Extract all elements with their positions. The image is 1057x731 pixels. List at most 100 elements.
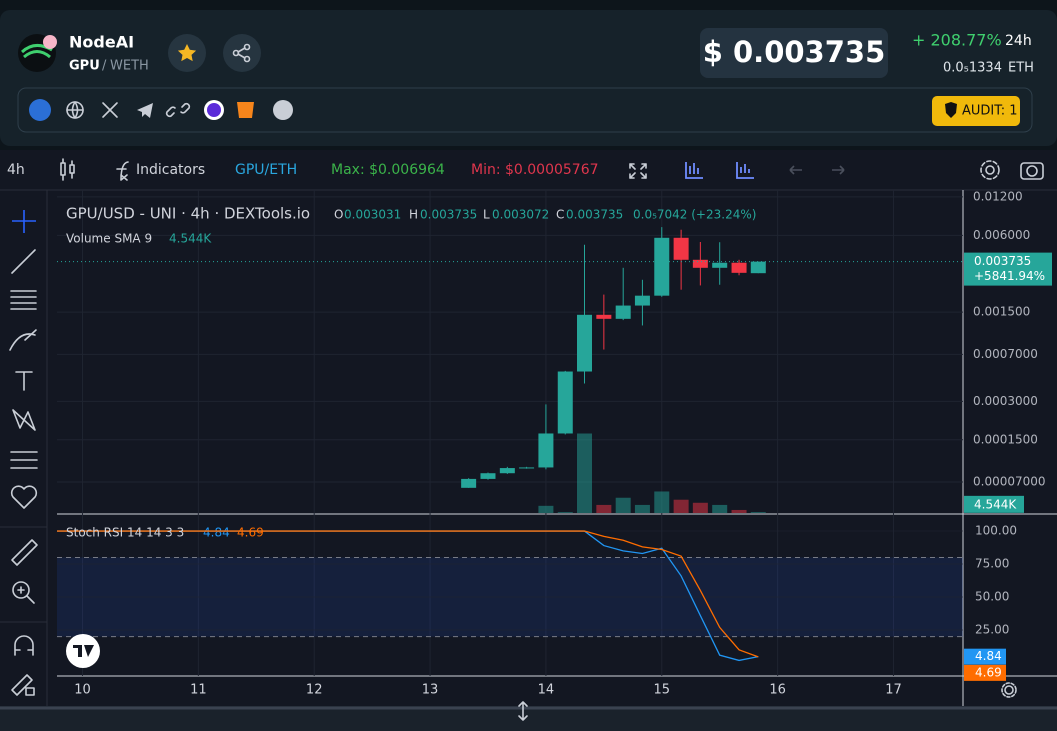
- ohlc-change: 0.0₅7042 (+23.24%): [633, 208, 756, 222]
- indicators-button[interactable]: Indicators: [136, 162, 205, 178]
- interval-button[interactable]: 4h: [7, 162, 25, 178]
- settings-button[interactable]: [980, 160, 1000, 180]
- exchange-logo: [207, 103, 221, 117]
- tv-logo-mark: [73, 645, 94, 657]
- bottom-bar: [0, 706, 1057, 731]
- y-tick-label: 75.00: [975, 557, 1009, 571]
- chart-type-button[interactable]: [60, 158, 75, 181]
- price-eth: 0.0₅1334: [943, 61, 1002, 76]
- y-tick-label: 0.0007000: [973, 347, 1038, 361]
- brush-tool[interactable]: [9, 329, 37, 351]
- fib-tool[interactable]: [10, 290, 37, 310]
- volume-title: Volume SMA 9: [66, 232, 152, 246]
- volume-bar: [654, 491, 670, 513]
- snapshot-button[interactable]: [1020, 162, 1044, 180]
- tv-logo[interactable]: [66, 634, 100, 668]
- y-tick-label: 0.0003000: [973, 394, 1038, 408]
- zoom-tool[interactable]: [12, 581, 35, 604]
- axis-settings[interactable]: [1001, 682, 1017, 698]
- ohlc-key: H: [409, 208, 418, 222]
- x-tick-label: 16: [769, 683, 786, 698]
- last-change-label: +5841.94%: [974, 269, 1045, 283]
- y-tick-label: 100.00: [975, 524, 1017, 538]
- header-card: [0, 10, 1057, 146]
- volume-bar: [615, 497, 631, 513]
- telegram-link[interactable]: [137, 103, 153, 118]
- metamask-link[interactable]: [237, 102, 254, 118]
- ohlc-value: 0.003072: [492, 208, 549, 222]
- crosshair-tool[interactable]: [12, 210, 36, 233]
- min-price: Min: $0.00005767: [471, 162, 599, 178]
- chart-mode-1[interactable]: [685, 162, 703, 179]
- stoch-value-box: [964, 648, 1006, 665]
- chart-mode-2[interactable]: [736, 162, 754, 179]
- pair-separator: /: [102, 59, 107, 74]
- more-button[interactable]: [273, 100, 293, 120]
- max-price: Max: $0.006964: [331, 162, 445, 178]
- volume-sma-axis-label: 4.544K: [974, 497, 1017, 511]
- dextools-link[interactable]: [29, 99, 51, 121]
- price: $ 0.003735: [703, 35, 886, 69]
- last-price-box: [964, 252, 1052, 286]
- audit-label: AUDIT: 1: [962, 104, 1018, 119]
- x-tick-label: 10: [74, 683, 91, 698]
- fullscreen-button[interactable]: [629, 163, 647, 179]
- link-icon[interactable]: [165, 102, 191, 118]
- pattern-tool[interactable]: [12, 409, 36, 431]
- share-icon: [232, 43, 251, 63]
- price-box: [700, 28, 888, 78]
- x-link[interactable]: [102, 102, 118, 118]
- favorites-tool[interactable]: [10, 485, 38, 509]
- ohlc-key: C: [556, 208, 564, 222]
- text-tool[interactable]: [15, 371, 33, 391]
- stoch-legend-value: 4.84: [203, 526, 230, 540]
- pair-toggle[interactable]: GPU/ETH: [235, 162, 297, 178]
- candle-body: [499, 468, 515, 474]
- web-link[interactable]: [66, 101, 84, 119]
- redo-button[interactable]: [832, 165, 845, 175]
- price-change: + 208.77%: [912, 31, 1002, 50]
- lock-tool[interactable]: [11, 674, 35, 696]
- candle-body: [519, 467, 535, 469]
- undo-button[interactable]: [789, 165, 802, 175]
- eth-unit: ETH: [1008, 61, 1034, 76]
- chain-badge: [43, 35, 57, 49]
- candle-body: [480, 473, 496, 479]
- stoch-title: Stoch RSI 14 14 3 3: [66, 526, 184, 540]
- links-bar: [17, 87, 1033, 133]
- change-period: 24h: [1005, 33, 1032, 49]
- y-tick-label: 25.00: [975, 623, 1009, 637]
- trend-line-tool[interactable]: [11, 249, 36, 274]
- volume-bar: [596, 504, 612, 513]
- volume-bar: [692, 502, 708, 513]
- volume-bar: [712, 504, 728, 513]
- x-tick-label: 14: [538, 683, 555, 698]
- candle-body: [731, 262, 747, 273]
- share-button[interactable]: [223, 34, 261, 72]
- y-tick-label: 0.01200: [973, 189, 1023, 203]
- candle-body: [596, 314, 612, 319]
- y-tick-label: 0.00007000: [973, 474, 1046, 488]
- ohlc-value: 0.003735: [420, 208, 477, 222]
- pair-base: GPU: [69, 59, 100, 74]
- ruler-tool[interactable]: [11, 539, 38, 566]
- candle-body: [557, 371, 573, 434]
- ohlc-key: L: [483, 208, 490, 222]
- y-tick-label: 0.006000: [973, 228, 1030, 242]
- token-name: NodeAI: [69, 33, 134, 52]
- x-tick-label: 11: [190, 683, 207, 698]
- volume-bar: [731, 509, 747, 513]
- volume-bar: [576, 433, 592, 513]
- x-tick-label: 17: [885, 683, 902, 698]
- magnet-tool[interactable]: [14, 635, 34, 656]
- candle-body: [461, 478, 477, 488]
- x-tick-label: 15: [653, 683, 670, 698]
- volume-bar: [557, 512, 573, 513]
- prediction-tool[interactable]: [10, 451, 38, 469]
- plot: 10 11 12 13 14 15 16 17 0.01200 0.006000 0.001500 0…: [57, 189, 1052, 698]
- candle-body: [692, 259, 708, 268]
- y-tick-label: 0.0001500: [973, 432, 1038, 446]
- candle-body: [538, 433, 554, 468]
